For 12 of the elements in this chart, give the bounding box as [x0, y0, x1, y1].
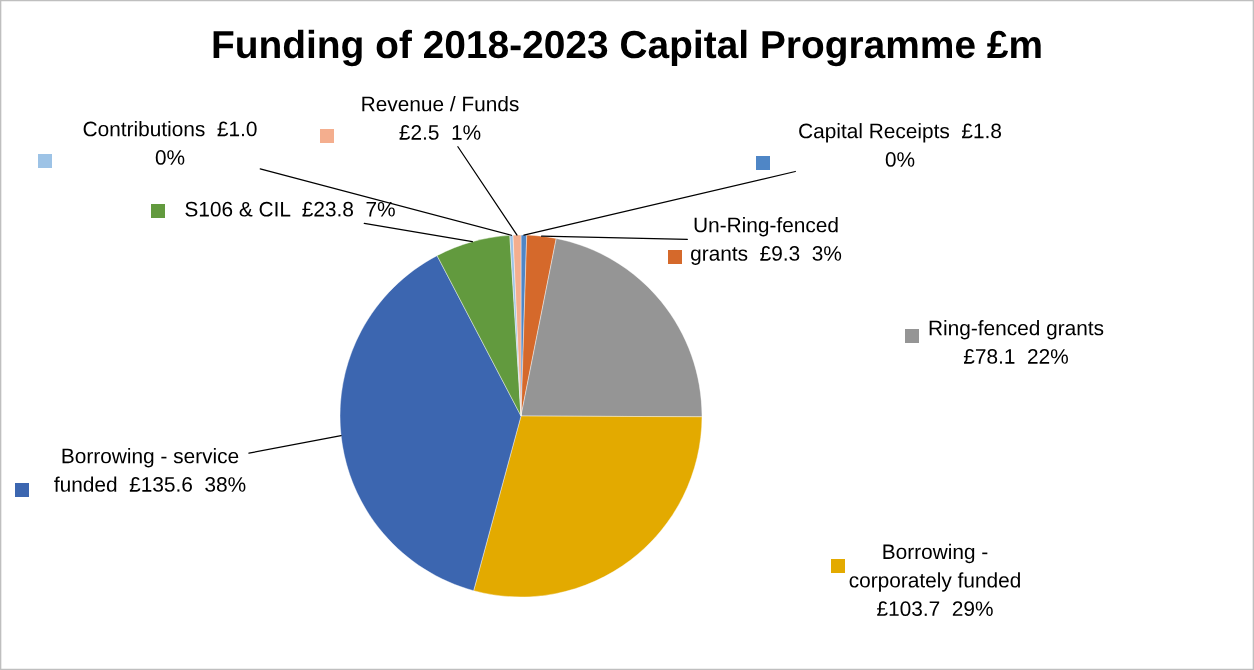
chart-title: Funding of 2018-2023 Capital Programme £m — [213, 29, 1041, 67]
slice-label: Un-Ring-fenced grants £9.3 3% — [691, 217, 842, 265]
legend-label: S106 & CIL £23.8 7% — [185, 201, 395, 217]
data-label: £2.5 1% — [399, 125, 481, 140]
data-label: £78.1 22% — [963, 349, 1068, 364]
legend-label: Borrowing - corporately funded — [849, 543, 1020, 592]
slice-label: Revenue / Funds — [362, 96, 519, 112]
legend-label: Ring-fenced grants — [929, 320, 1104, 340]
data-label: £103.7 29% — [877, 601, 993, 617]
slice-label: Capital Receipts £1.8 0% — [799, 123, 1002, 167]
slice-label: Contributions £1.0 0% — [83, 121, 257, 165]
slice-label: Borrowing - service funded £135.6 38% — [54, 448, 246, 492]
